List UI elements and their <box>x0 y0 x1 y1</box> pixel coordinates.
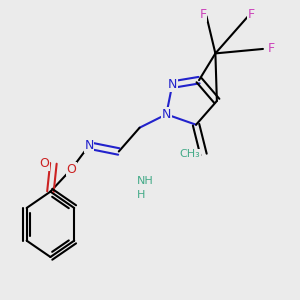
Text: H: H <box>136 190 145 200</box>
Text: O: O <box>66 163 76 176</box>
Text: NH: NH <box>136 176 153 186</box>
Text: F: F <box>248 8 255 21</box>
Text: CH₃: CH₃ <box>180 149 200 160</box>
Text: F: F <box>267 42 274 56</box>
Text: N: N <box>84 139 94 152</box>
Text: F: F <box>199 8 206 21</box>
Text: N: N <box>168 78 177 91</box>
Text: N: N <box>162 108 171 121</box>
Text: O: O <box>40 157 50 170</box>
